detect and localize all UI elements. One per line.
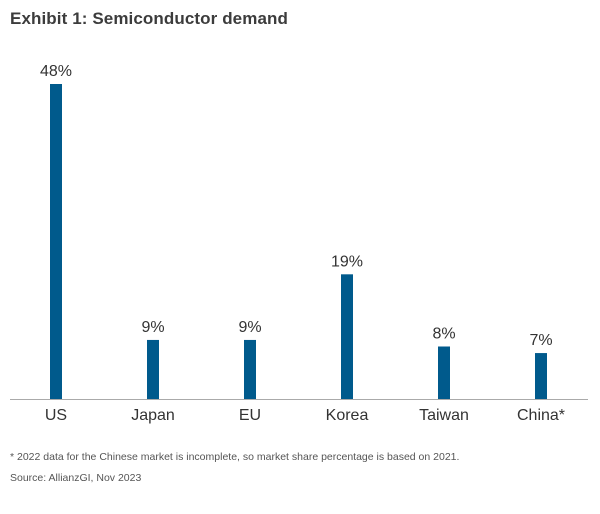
bar-us xyxy=(50,84,62,399)
bar-eu xyxy=(244,339,256,399)
bar-japan xyxy=(147,339,159,399)
category-label: Taiwan xyxy=(419,407,469,424)
value-label: 48% xyxy=(40,63,72,80)
category-label: China* xyxy=(517,407,565,424)
bar-korea xyxy=(341,274,353,399)
category-labels-group: US Japan EU Korea Taiwan China* xyxy=(45,407,565,424)
value-label: 9% xyxy=(141,319,164,336)
category-label: Japan xyxy=(131,407,175,424)
value-label: 19% xyxy=(331,253,363,270)
category-label: EU xyxy=(239,407,261,424)
value-label: 7% xyxy=(529,332,552,349)
value-label: 9% xyxy=(238,319,261,336)
value-labels-group: 48% 9% 9% 19% 8% 7% xyxy=(40,63,553,349)
source-note: Source: AllianzGI, Nov 2023 xyxy=(10,472,142,484)
footnote: * 2022 data for the Chinese market is in… xyxy=(10,451,460,463)
bar-chart: 48% 9% 9% 19% 8% 7% US Japan EU Korea Taiwan China… xyxy=(10,63,588,424)
bar-taiwan xyxy=(438,346,450,399)
bar-china xyxy=(535,353,547,399)
value-label: 8% xyxy=(432,326,455,343)
category-label: Korea xyxy=(326,407,369,424)
category-label: US xyxy=(45,407,67,424)
chart-title: Exhibit 1: Semiconductor demand xyxy=(10,9,288,28)
bars-group xyxy=(50,84,547,399)
